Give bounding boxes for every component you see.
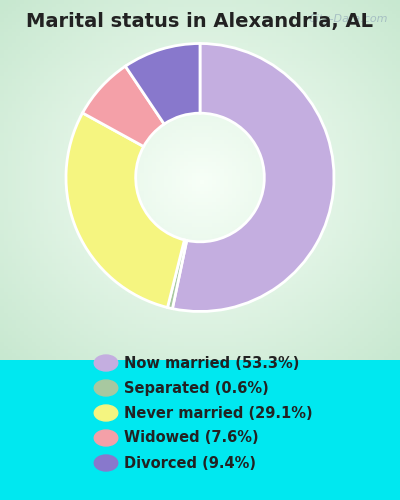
Wedge shape <box>172 44 334 312</box>
Text: Marital status in Alexandria, AL: Marital status in Alexandria, AL <box>26 12 374 32</box>
Text: Never married (29.1%): Never married (29.1%) <box>124 406 313 420</box>
Circle shape <box>94 380 118 396</box>
Wedge shape <box>168 240 187 308</box>
Circle shape <box>94 355 118 371</box>
Wedge shape <box>66 113 184 308</box>
Circle shape <box>94 405 118 421</box>
Text: City-Data.com: City-Data.com <box>308 14 388 24</box>
Text: Now married (53.3%): Now married (53.3%) <box>124 356 299 370</box>
Text: Separated (0.6%): Separated (0.6%) <box>124 380 269 396</box>
Wedge shape <box>82 66 164 146</box>
Circle shape <box>94 430 118 446</box>
Circle shape <box>94 455 118 471</box>
Text: Widowed (7.6%): Widowed (7.6%) <box>124 430 259 446</box>
Wedge shape <box>125 44 200 124</box>
Text: Divorced (9.4%): Divorced (9.4%) <box>124 456 256 470</box>
